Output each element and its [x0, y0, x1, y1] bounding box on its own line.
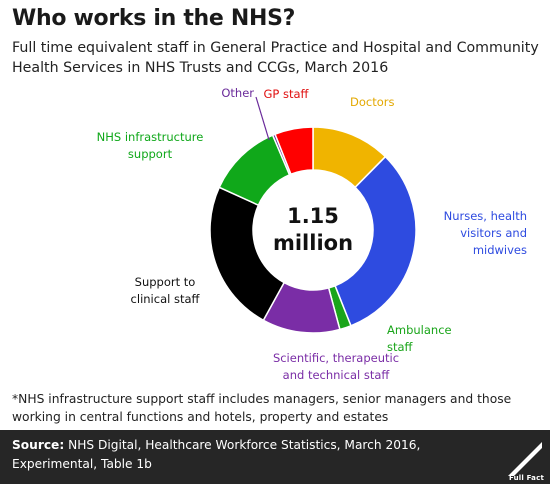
logo-text: Full Fact	[508, 474, 544, 482]
chart-subtitle: Full time equivalent staff in General Pr…	[12, 40, 539, 76]
label-doctors-line: Doctors	[350, 95, 394, 109]
label-support_clinical: Support to clinical staff	[131, 275, 201, 306]
label-support_clinical-line: Support to	[135, 275, 196, 289]
label-scientific: Scientific, therapeutic and technical sta…	[273, 351, 399, 382]
label-infrastructure: NHS infrastructure support	[97, 130, 204, 161]
source-label: Source:	[12, 438, 65, 452]
chart-title: Who works in the NHS?	[12, 6, 296, 31]
source-citation: Source: NHS Digital, Healthcare Workforc…	[12, 436, 502, 474]
label-other: Other	[221, 86, 254, 100]
label-nurses: Nurses, health visitors and midwives	[444, 209, 527, 257]
label-gp: GP staff	[264, 87, 310, 101]
label-scientific-line: and technical staff	[283, 368, 391, 382]
label-support_clinical-line: clinical staff	[131, 292, 201, 306]
label-ambulance-line: Ambulance	[387, 323, 452, 337]
source-bar: Source: NHS Digital, Healthcare Workforc…	[0, 430, 550, 484]
label-nurses-line: midwives	[473, 243, 527, 257]
label-ambulance-line: staff	[387, 340, 414, 354]
label-nurses-line: visitors and	[460, 226, 527, 240]
donut-chart: Doctors Nurses, health visitors and midwive…	[97, 86, 527, 382]
slice-nurses	[334, 155, 417, 327]
label-infrastructure-line: NHS infrastructure	[97, 130, 204, 144]
label-infrastructure-line: support	[128, 147, 173, 161]
footnote: *NHS infrastructure support staff includ…	[12, 392, 512, 424]
slice-gp	[274, 126, 314, 176]
label-gp-line: GP staff	[264, 87, 310, 101]
slice-support_clinical	[209, 186, 286, 322]
label-nurses-line: Nurses, health	[444, 209, 527, 223]
label-scientific-line: Scientific, therapeutic	[273, 351, 399, 365]
center-total-unit: million	[273, 231, 353, 255]
leader-line-other	[255, 96, 270, 141]
source-text: NHS Digital, Healthcare Workforce Statis…	[12, 438, 421, 471]
label-doctors: Doctors	[350, 95, 394, 109]
label-ambulance: Ambulance staff	[387, 323, 452, 354]
full-fact-logo-icon	[508, 442, 542, 476]
label-other-line: Other	[221, 86, 254, 100]
center-total-value: 1.15	[287, 204, 339, 228]
slice-labels: Doctors Nurses, health visitors and midwive…	[97, 86, 527, 382]
donut-slices	[209, 126, 417, 334]
